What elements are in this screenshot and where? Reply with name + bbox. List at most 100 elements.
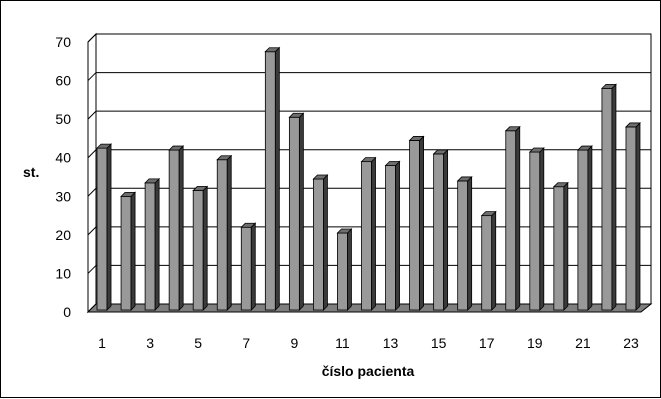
bar-top xyxy=(264,47,281,53)
bar-top xyxy=(600,83,617,89)
y-axis-ticks: 0 10 20 30 40 50 60 70 xyxy=(55,34,71,320)
bar-front xyxy=(120,195,132,311)
bar-side xyxy=(563,181,569,311)
bar-top xyxy=(504,126,521,132)
y-tick-label: 20 xyxy=(55,227,71,243)
gridline-side-10 xyxy=(87,265,97,274)
bar-front xyxy=(96,147,108,311)
y-tick-label: 40 xyxy=(55,150,71,166)
bar-side xyxy=(515,125,521,311)
gridline-side-70 xyxy=(87,33,97,43)
y-tick-label: 0 xyxy=(63,304,71,320)
y-axis-label: st. xyxy=(23,164,39,180)
gridline-side-40 xyxy=(87,149,97,159)
bar-front xyxy=(457,180,469,311)
x-axis-ticks: 1 3 5 7 9 11 13 15 17 19 21 23 xyxy=(98,335,639,351)
bar-side xyxy=(419,135,424,311)
y-tick-label: 60 xyxy=(55,73,71,89)
bar-12 xyxy=(360,156,377,311)
bar-front xyxy=(385,165,396,311)
bar-top xyxy=(576,145,593,151)
bar-16 xyxy=(456,175,473,311)
bar-side xyxy=(202,185,208,311)
y-tick-label: 70 xyxy=(55,34,71,50)
x-tick-label: 1 xyxy=(98,335,106,351)
bar-front xyxy=(601,87,613,311)
x-tick-label: 7 xyxy=(242,335,250,351)
bar-side xyxy=(395,160,400,311)
gridline-side-20 xyxy=(87,226,97,236)
x-tick-label: 5 xyxy=(194,335,202,351)
bar-front xyxy=(433,153,445,311)
y-tick-label: 50 xyxy=(55,111,71,127)
x-axis-label: číslo pacienta xyxy=(322,363,415,379)
bar-front xyxy=(288,116,300,311)
bar-side xyxy=(491,210,497,311)
bar-5 xyxy=(192,185,209,311)
bar-front xyxy=(313,178,324,311)
bar-9 xyxy=(288,112,305,311)
bar-side xyxy=(371,156,376,311)
bar-21 xyxy=(576,145,593,311)
bar-top xyxy=(168,145,185,151)
bar-front xyxy=(264,51,276,311)
bar-top xyxy=(336,228,353,234)
bar-8 xyxy=(264,46,281,311)
bar-front xyxy=(577,149,589,311)
bar-top xyxy=(480,211,497,217)
bar-7 xyxy=(240,222,257,311)
bar-side xyxy=(250,222,256,311)
bar-side xyxy=(347,228,352,311)
bar-side xyxy=(587,145,593,311)
bar-front xyxy=(505,130,517,311)
bar-top xyxy=(552,182,569,188)
bar-side xyxy=(154,177,160,311)
bar-15 xyxy=(432,148,449,311)
bar-3 xyxy=(144,177,161,311)
bar-front xyxy=(216,159,228,311)
bar-top xyxy=(625,122,641,128)
bar-top xyxy=(192,186,209,191)
bar-20 xyxy=(552,181,569,311)
bar-front xyxy=(240,226,252,311)
bar-17 xyxy=(480,210,497,311)
bar-front xyxy=(553,186,565,311)
bar-top xyxy=(120,191,137,197)
bar-top xyxy=(384,161,401,166)
x-tick-label: 15 xyxy=(431,335,447,351)
bar-top xyxy=(144,178,161,184)
bar-top xyxy=(432,149,449,155)
bar-top xyxy=(408,136,425,141)
bar-front xyxy=(409,140,420,311)
bar-side xyxy=(443,148,449,311)
x-tick-label: 11 xyxy=(335,335,350,351)
bar-11 xyxy=(336,228,353,311)
bar-side xyxy=(467,175,473,311)
bar-6 xyxy=(216,154,233,311)
bar-22 xyxy=(600,83,617,311)
bar-side xyxy=(611,83,617,311)
gridline-side-60 xyxy=(87,72,97,81)
bar-top xyxy=(456,176,473,182)
bar-2 xyxy=(120,191,137,311)
x-tick-label: 19 xyxy=(527,335,543,351)
bar-front xyxy=(144,182,156,311)
gridline-side-50 xyxy=(87,110,97,120)
bar-side xyxy=(323,174,328,311)
y-tick-label: 10 xyxy=(55,265,71,281)
bar-top xyxy=(240,222,257,228)
x-tick-label: 9 xyxy=(290,335,298,351)
bar-side xyxy=(226,154,232,311)
bar-top xyxy=(216,155,233,161)
bar-front xyxy=(168,149,180,311)
bar-side xyxy=(106,143,112,311)
bar-1 xyxy=(96,143,112,311)
bar-14 xyxy=(408,135,425,311)
bar-side xyxy=(539,147,545,311)
bar-front xyxy=(529,151,541,311)
bar-front xyxy=(625,126,637,311)
bar-front xyxy=(481,215,493,311)
bar-top xyxy=(528,147,545,153)
